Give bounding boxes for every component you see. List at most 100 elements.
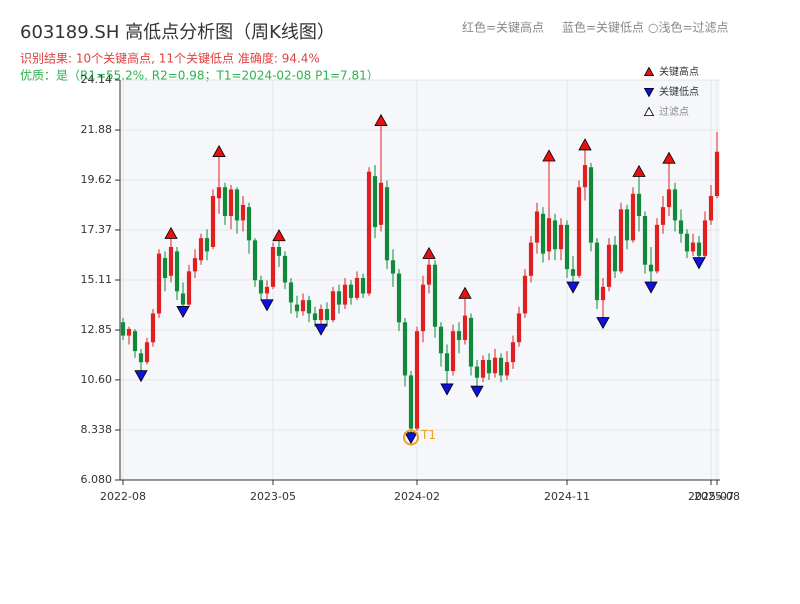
candle-body	[420, 284, 426, 332]
candle-body	[444, 353, 450, 372]
candle-body	[150, 313, 156, 343]
header-legend: ○浅色=过滤点	[648, 21, 729, 35]
candle-body	[594, 242, 600, 301]
candle-body	[702, 220, 708, 256]
candle-body	[588, 167, 594, 243]
y-tick-label: 19.62	[81, 173, 113, 186]
candle-body	[468, 317, 474, 367]
candle-body	[546, 218, 552, 252]
marker	[578, 138, 592, 151]
candle-body	[486, 359, 492, 374]
candle-body	[510, 342, 516, 363]
marker	[260, 299, 274, 312]
candle-body	[528, 242, 534, 276]
y-tick-label: 17.37	[81, 223, 113, 236]
candle-body	[600, 286, 606, 301]
legend-icon	[643, 66, 655, 76]
candle-body	[342, 284, 348, 305]
candle-body	[402, 322, 408, 376]
candle-body	[618, 209, 624, 272]
candle-body	[690, 242, 696, 252]
subtitle: 识别结果: 10个关键高点, 11个关键低点 准确度: 94.4%	[20, 51, 320, 66]
legend-label: 过滤点	[659, 105, 689, 118]
candle-body	[666, 189, 672, 208]
marker	[314, 323, 328, 336]
candle-body	[648, 264, 654, 272]
candle-body	[300, 300, 306, 312]
candle-body	[492, 357, 498, 374]
candle-body	[540, 213, 546, 254]
candle-body	[558, 224, 564, 250]
candle-body	[696, 242, 702, 256]
candle-body	[120, 322, 126, 336]
x-tick-label: 2022-08	[100, 490, 146, 503]
candle-body	[258, 280, 264, 294]
y-tick-label: 15.11	[81, 273, 113, 286]
annotation: T1	[420, 428, 436, 442]
candle-body	[612, 244, 618, 272]
candle-body	[708, 196, 714, 221]
candle-body	[636, 193, 642, 216]
chart-title: 603189.SH 高低点分析图（周K线图）	[20, 22, 335, 43]
candle-body	[654, 224, 660, 272]
marker	[164, 226, 178, 239]
candle-body	[192, 258, 198, 272]
candle-body	[390, 260, 396, 274]
marker	[272, 229, 286, 242]
candle-body	[660, 207, 666, 225]
candle-body	[432, 264, 438, 327]
x-tick-label: 2024-02	[394, 490, 440, 503]
legend-icon	[643, 106, 655, 116]
annotation-circle	[403, 429, 419, 446]
candle-body	[222, 187, 228, 216]
candle-body	[348, 284, 354, 298]
marker	[542, 149, 556, 162]
candle-body	[168, 246, 174, 276]
marker	[422, 246, 436, 259]
marker	[644, 281, 658, 294]
candle-body	[228, 189, 234, 216]
marker	[470, 385, 484, 398]
candle-body	[366, 171, 372, 294]
candle-body	[582, 165, 588, 188]
candle-body	[684, 233, 690, 252]
y-tick-label: 21.88	[81, 123, 113, 136]
candle-body	[396, 273, 402, 323]
candle-body	[606, 244, 612, 287]
candle-body	[642, 215, 648, 265]
candle-body	[372, 176, 378, 228]
legend-label: 关键高点	[659, 65, 699, 78]
candle-body	[312, 313, 318, 321]
candle-body	[324, 309, 330, 321]
y-tick-label: 24.14	[81, 73, 113, 86]
candle-body	[570, 269, 576, 276]
candle-body	[414, 331, 420, 429]
marker	[374, 113, 388, 126]
candle-body	[288, 282, 294, 303]
header-legend: 蓝色=关键低点	[562, 21, 644, 35]
candle-body	[174, 251, 180, 292]
candle-body	[180, 293, 186, 305]
candle-body	[306, 300, 312, 314]
candle-body	[132, 331, 138, 352]
candle-body	[456, 331, 462, 341]
y-tick-label: 8.338	[81, 423, 113, 436]
candle-body	[282, 255, 288, 283]
x-tick-label: 2024-11	[544, 490, 590, 503]
y-tick-label: 12.85	[81, 323, 113, 336]
marker	[566, 281, 580, 294]
candle-body	[252, 240, 258, 281]
marker	[440, 383, 454, 396]
candle-body	[474, 366, 480, 378]
candle-body	[504, 362, 510, 376]
candle-body	[450, 331, 456, 372]
marker	[662, 151, 676, 164]
candle-body	[336, 291, 342, 305]
candle-body	[498, 357, 504, 376]
candle-body	[330, 291, 336, 321]
marker	[596, 317, 610, 330]
y-tick-label: 6.080	[81, 473, 113, 486]
header-legend: 红色=关键高点	[462, 20, 544, 35]
note: 优质：是（R1=55.2%, R2=0.98；T1=2024-02-08 P1=…	[20, 69, 379, 83]
